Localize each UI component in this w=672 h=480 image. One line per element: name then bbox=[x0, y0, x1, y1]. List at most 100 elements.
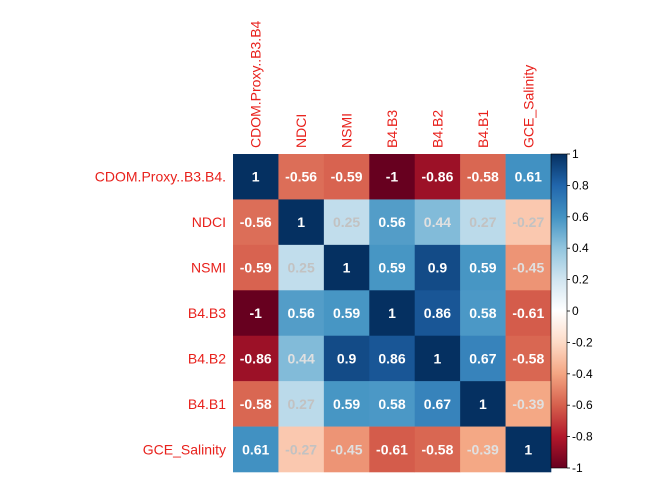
cell-value-r0-c6: 0.61 bbox=[515, 169, 542, 185]
colorbar-tick-label-1: 0.8 bbox=[572, 178, 589, 192]
heatmap-cell-r1-c5 bbox=[460, 199, 506, 246]
column-labels: CDOM.Proxy..B3.B4 NDCI NSMI B4.B3 B4.B2 B4.B1… bbox=[248, 20, 537, 148]
heatmap-cell-r5-c3 bbox=[369, 381, 416, 427]
cell-value-r2-c3: 0.59 bbox=[378, 260, 405, 276]
heatmap-cell-r0-c1 bbox=[278, 154, 325, 200]
heatmap-cell-r3-c0 bbox=[233, 290, 279, 337]
cell-value-r3-c6: -0.61 bbox=[512, 305, 544, 321]
cell-value-r3-c4: 0.86 bbox=[424, 305, 451, 321]
cell-value-r6-c3: -0.61 bbox=[376, 441, 408, 457]
heatmap-cell-r5-c0 bbox=[233, 381, 279, 427]
heatmap-cell-r2-c3 bbox=[369, 244, 416, 291]
heatmap-cell-r2-c0 bbox=[233, 244, 279, 291]
heatmap-cell-r5-c6 bbox=[505, 381, 552, 427]
heatmap-cell-r0-c5 bbox=[460, 154, 506, 200]
heatmap-cell-r6-c3 bbox=[369, 426, 416, 473]
cell-value-r2-c0: -0.59 bbox=[240, 260, 272, 276]
cell-value-r0-c2: -0.59 bbox=[331, 169, 363, 185]
cell-value-r0-c4: -0.86 bbox=[421, 169, 453, 185]
heatmap-cell-r4-c0 bbox=[233, 335, 279, 382]
heatmap-cell-r1-c0 bbox=[233, 199, 279, 246]
cell-value-r3-c3: 1 bbox=[388, 305, 396, 321]
column-label-5: B4.B1 bbox=[475, 110, 491, 148]
cell-value-r5-c6: -0.39 bbox=[512, 396, 544, 412]
cell-value-r4-c6: -0.58 bbox=[512, 350, 544, 366]
column-label-2: NSMI bbox=[339, 113, 355, 148]
heatmap-cell-r6-c6 bbox=[505, 426, 552, 473]
cell-value-r5-c1: 0.27 bbox=[288, 396, 315, 412]
heatmap-cell-r0-c6 bbox=[505, 154, 552, 200]
colorbar-tick-label-6: -0.2 bbox=[572, 335, 593, 349]
heatmap-cell-r4-c1 bbox=[278, 335, 325, 382]
heatmap-cell-r4-c3 bbox=[369, 335, 416, 382]
heatmap-cell-r4-c2 bbox=[323, 335, 370, 382]
cell-value-r1-c2: 0.25 bbox=[333, 214, 360, 230]
heatmap-cell-r3-c6 bbox=[505, 290, 552, 337]
heatmap-cell-r0-c2 bbox=[323, 154, 370, 200]
heatmap-cell-r6-c0 bbox=[233, 426, 279, 473]
row-label-2: NSMI bbox=[191, 260, 226, 276]
heatmap-cells: 1 -0.56 -0.59 -1 -0.86 -0.58 0.61 -0.56 1 0.25 0.5… bbox=[233, 154, 552, 473]
heatmap-cell-r3-c4 bbox=[414, 290, 461, 337]
cell-value-r6-c2: -0.45 bbox=[331, 441, 363, 457]
cell-value-r0-c0: 1 bbox=[252, 169, 260, 185]
cell-value-r1-c1: 1 bbox=[297, 214, 305, 230]
cell-value-r5-c3: 0.58 bbox=[378, 396, 405, 412]
heatmap-cell-r3-c3 bbox=[369, 290, 416, 337]
cell-value-r1-c6: -0.27 bbox=[512, 214, 544, 230]
column-label-3: B4.B3 bbox=[384, 110, 400, 148]
cell-value-r2-c5: 0.59 bbox=[469, 260, 496, 276]
colorbar-tick-label-5: 0 bbox=[572, 304, 579, 318]
cell-value-r4-c3: 0.86 bbox=[378, 350, 405, 366]
row-label-3: B4.B3 bbox=[188, 305, 226, 321]
cell-value-r3-c1: 0.56 bbox=[288, 305, 315, 321]
cell-value-r6-c6: 1 bbox=[524, 441, 532, 457]
heatmap-cell-r5-c2 bbox=[323, 381, 370, 427]
row-label-1: NDCI bbox=[192, 214, 226, 230]
cell-value-r5-c5: 1 bbox=[479, 396, 487, 412]
row-label-6: GCE_Salinity bbox=[143, 441, 226, 457]
cell-value-r5-c0: -0.58 bbox=[240, 396, 272, 412]
heatmap-cell-r5-c4 bbox=[414, 381, 461, 427]
cell-value-r6-c5: -0.39 bbox=[467, 441, 499, 457]
cell-value-r1-c0: -0.56 bbox=[240, 214, 272, 230]
cell-value-r0-c1: -0.56 bbox=[285, 169, 317, 185]
heatmap-cell-r2-c5 bbox=[460, 244, 506, 291]
heatmap-cell-r3-c5 bbox=[460, 290, 506, 337]
cell-value-r4-c5: 0.67 bbox=[469, 350, 496, 366]
cell-value-r2-c6: -0.45 bbox=[512, 260, 544, 276]
heatmap-cell-r2-c1 bbox=[278, 244, 325, 291]
colorbar-gradient bbox=[550, 153, 568, 469]
colorbar: 1 0.8 0.6 0.4 0.2 0 -0.2 -0.4 -0.6 -0.8 -1 bbox=[550, 147, 593, 475]
cell-value-r4-c2: 0.9 bbox=[337, 350, 357, 366]
cell-value-r0-c3: -1 bbox=[386, 169, 399, 185]
heatmap-cell-r1-c3 bbox=[369, 199, 416, 246]
column-label-0: CDOM.Proxy..B3.B4 bbox=[248, 20, 264, 148]
heatmap-cell-r4-c6 bbox=[505, 335, 552, 382]
cell-value-r4-c0: -0.86 bbox=[240, 350, 272, 366]
heatmap-cell-r6-c5 bbox=[460, 426, 506, 473]
colorbar-tick-label-8: -0.6 bbox=[572, 398, 593, 412]
cell-value-r5-c2: 0.59 bbox=[333, 396, 360, 412]
heatmap-cell-r5-c5 bbox=[460, 381, 506, 427]
heatmap-cell-r5-c1 bbox=[278, 381, 325, 427]
heatmap-cell-r6-c4 bbox=[414, 426, 461, 473]
column-label-1: NDCI bbox=[293, 114, 309, 148]
colorbar-tick-label-4: 0.2 bbox=[572, 273, 589, 287]
heatmap-cell-r3-c1 bbox=[278, 290, 325, 337]
cell-value-r4-c4: 1 bbox=[434, 350, 442, 366]
colorbar-tick-label-3: 0.4 bbox=[572, 241, 589, 255]
row-label-5: B4.B1 bbox=[188, 396, 226, 412]
cell-value-r4-c1: 0.44 bbox=[288, 350, 315, 366]
colorbar-tick-label-0: 1 bbox=[572, 147, 579, 161]
heatmap-cell-r0-c3 bbox=[369, 154, 416, 200]
cell-value-r5-c4: 0.67 bbox=[424, 396, 451, 412]
cell-value-r3-c5: 0.58 bbox=[469, 305, 496, 321]
heatmap-cell-r6-c2 bbox=[323, 426, 370, 473]
cell-value-r0-c5: -0.58 bbox=[467, 169, 499, 185]
heatmap-cell-r2-c2 bbox=[323, 244, 370, 291]
colorbar-tick-label-2: 0.6 bbox=[572, 210, 589, 224]
column-label-4: B4.B2 bbox=[429, 110, 445, 148]
heatmap-cell-r6-c1 bbox=[278, 426, 325, 473]
heatmap-cell-r1-c1 bbox=[278, 199, 325, 246]
